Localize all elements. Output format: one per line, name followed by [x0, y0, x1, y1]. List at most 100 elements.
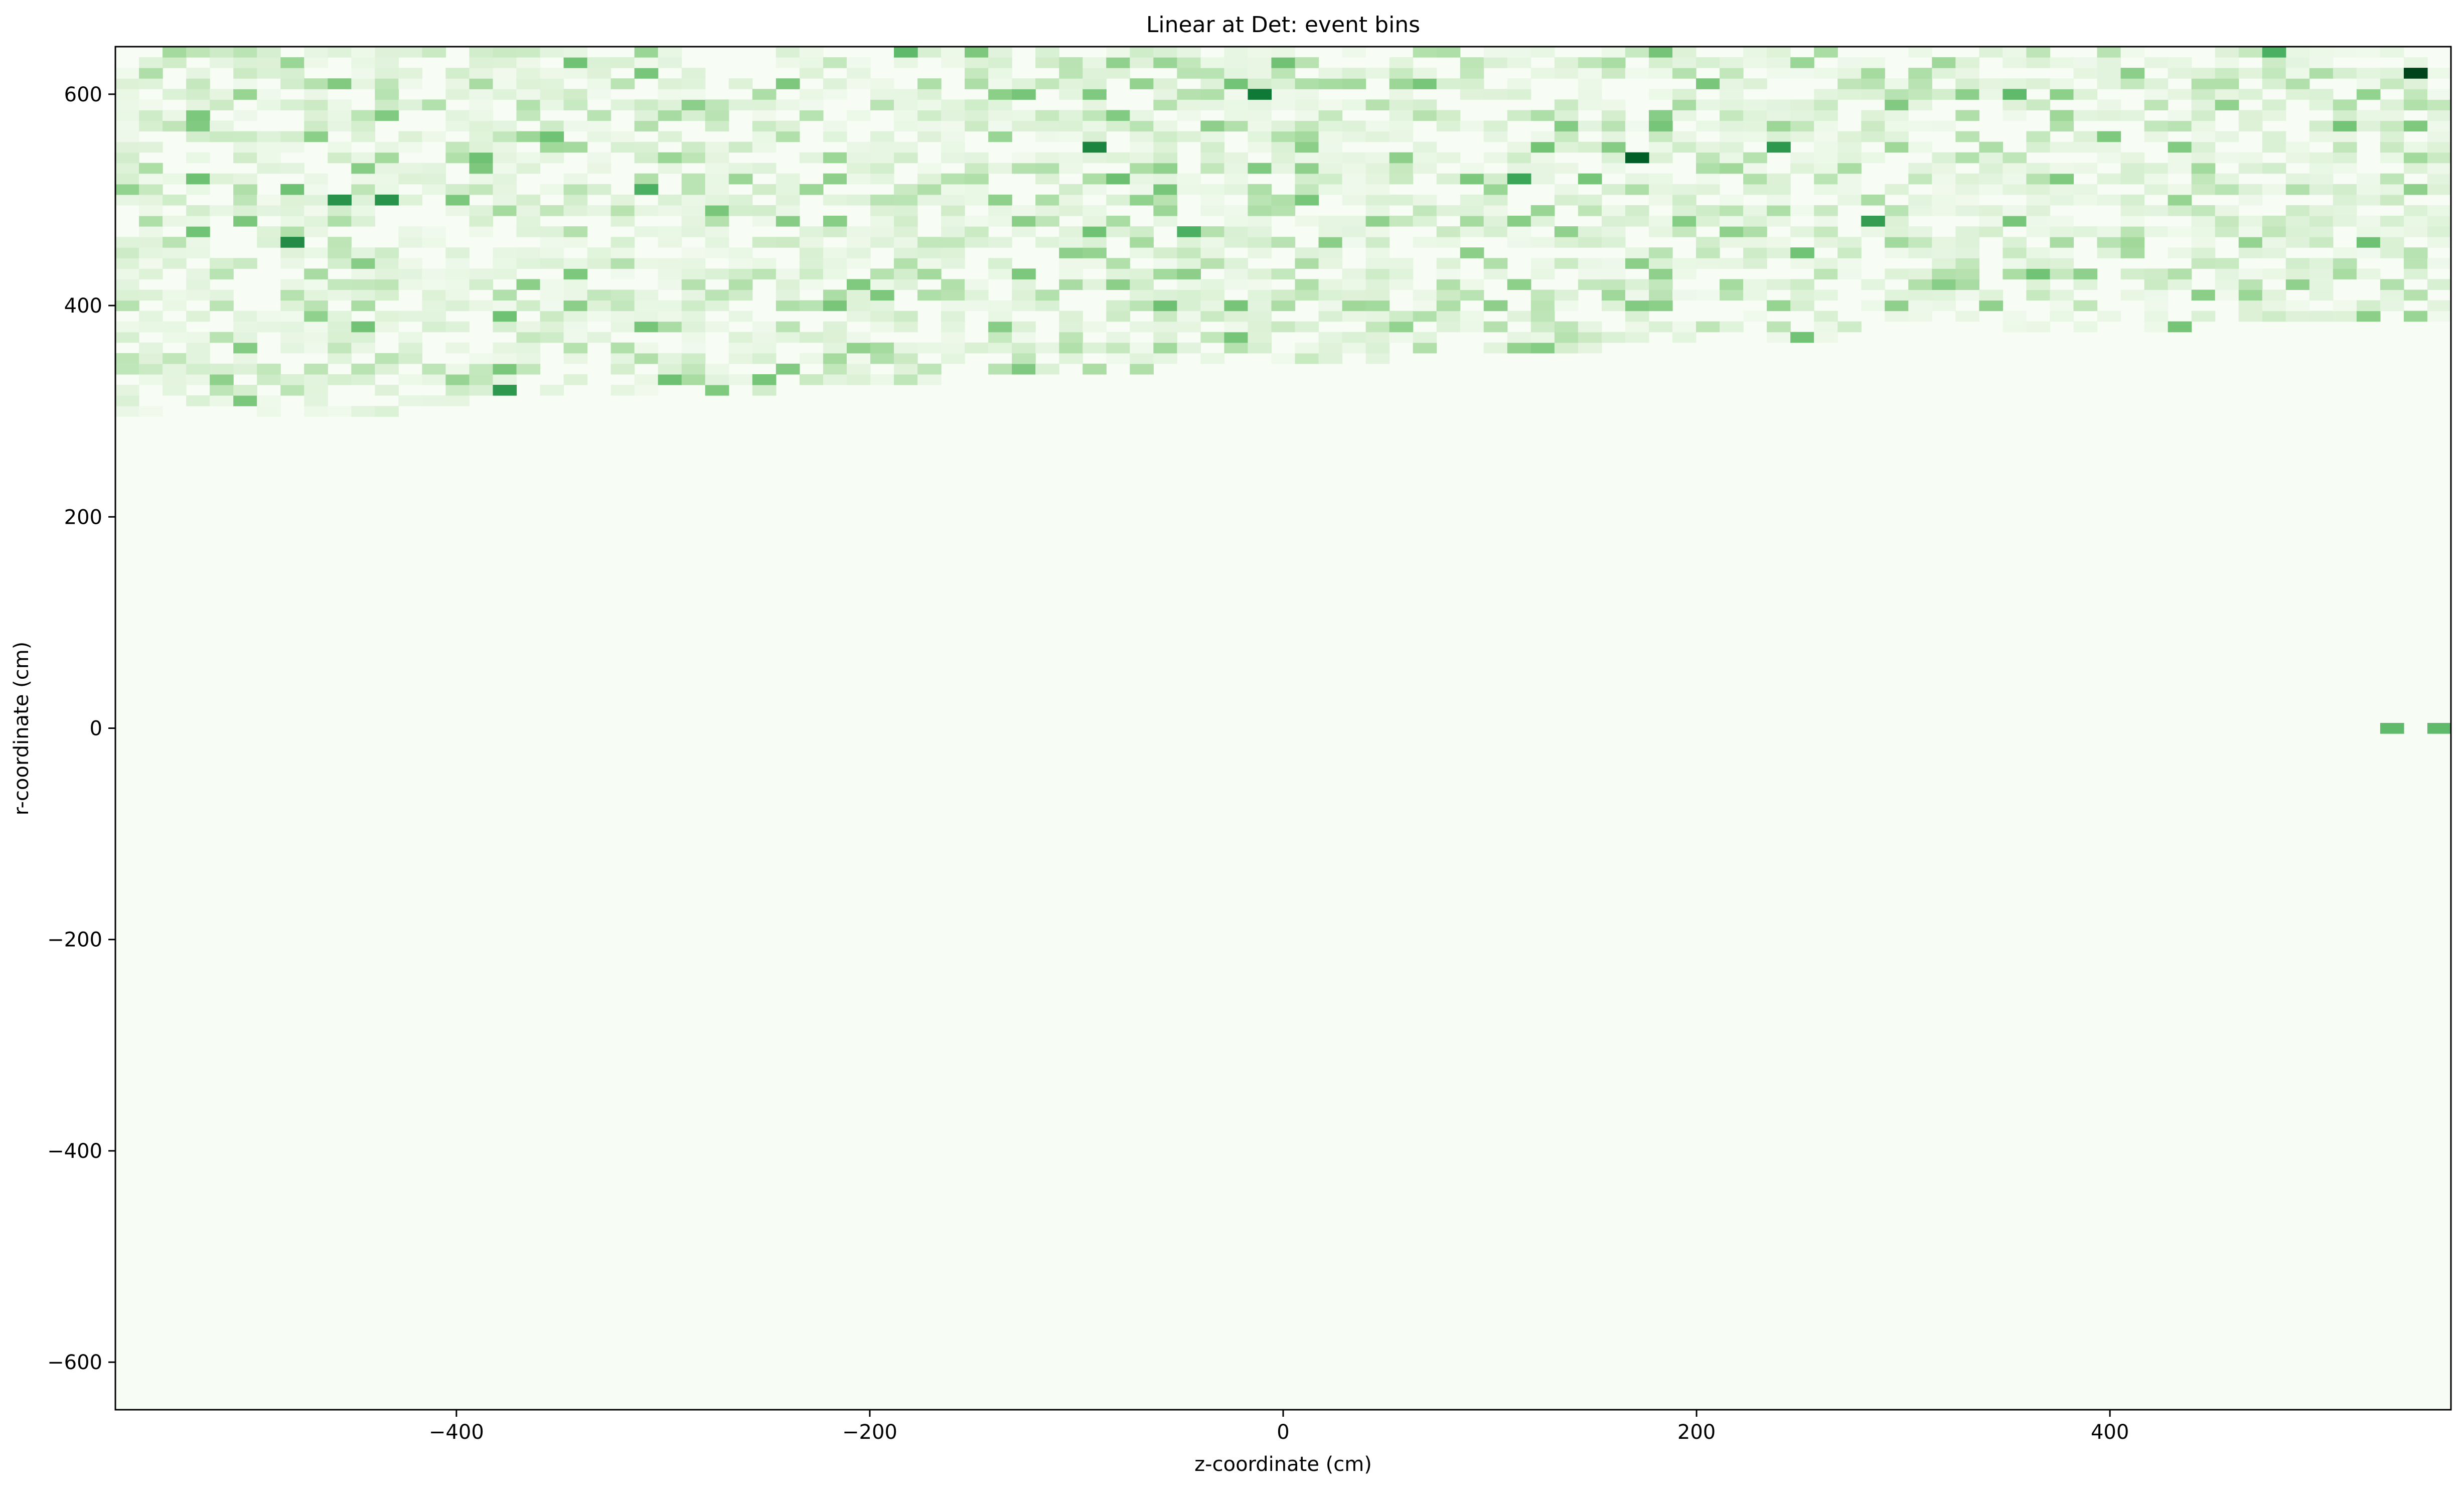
heatmap-bin: [634, 226, 659, 237]
heatmap-bin: [1295, 258, 1319, 269]
heatmap-bin: [304, 300, 328, 312]
heatmap-bin: [540, 47, 564, 58]
heatmap-bin: [1979, 89, 2004, 100]
heatmap-bin: [2191, 237, 2216, 248]
heatmap-bin: [870, 152, 894, 164]
heatmap-bin: [846, 194, 871, 206]
heatmap-bin: [422, 99, 446, 110]
heatmap-bin: [115, 68, 139, 79]
heatmap-bin: [1696, 215, 1720, 227]
heatmap-bin: [2380, 131, 2404, 142]
heatmap-bin: [540, 332, 564, 343]
heatmap-bin: [1413, 163, 1437, 174]
heatmap-bin: [1389, 332, 1414, 343]
heatmap-bin: [328, 374, 352, 385]
heatmap-bin: [1389, 57, 1414, 68]
heatmap-bin: [1059, 332, 1083, 343]
heatmap-bin: [2403, 152, 2428, 164]
heatmap-bin: [1790, 226, 1814, 237]
heatmap-bin: [1413, 78, 1437, 89]
heatmap-bin: [2285, 258, 2310, 269]
heatmap-bin: [115, 194, 139, 206]
heatmap-bin: [2309, 268, 2334, 279]
heatmap-bin: [658, 205, 682, 216]
heatmap-bin: [139, 406, 163, 417]
heatmap-bin: [2238, 184, 2263, 195]
heatmap-bin: [1885, 110, 1909, 121]
heatmap-bin: [2168, 89, 2192, 100]
heatmap-bin: [2026, 289, 2051, 301]
heatmap-bin: [398, 99, 422, 110]
heatmap-bin: [422, 363, 446, 375]
heatmap-bin: [351, 152, 375, 164]
heatmap-bin: [610, 363, 635, 375]
heatmap-bin: [610, 194, 635, 206]
heatmap-bin: [988, 363, 1012, 375]
heatmap-bin: [563, 353, 588, 364]
heatmap-bin: [1059, 353, 1083, 364]
heatmap-bin: [1861, 57, 1885, 68]
heatmap-bin: [1295, 342, 1319, 354]
heatmap-bin: [1083, 131, 1107, 142]
heatmap-bin: [1578, 321, 1602, 333]
heatmap-bin: [516, 247, 541, 258]
heatmap-bin: [493, 131, 517, 142]
heatmap-bin: [894, 237, 918, 248]
heatmap-bin: [1200, 120, 1225, 132]
heatmap-bin: [941, 215, 965, 227]
heatmap-bin: [2026, 226, 2051, 237]
heatmap-bin: [1814, 152, 1838, 164]
heatmap-bin: [115, 152, 139, 164]
heatmap-bin: [186, 279, 210, 290]
heatmap-bin: [2285, 184, 2310, 195]
heatmap-bin: [1648, 321, 1673, 333]
heatmap-bin: [2427, 279, 2451, 290]
heatmap-bin: [1342, 120, 1366, 132]
heatmap-bin: [1295, 247, 1319, 258]
heatmap-bin: [917, 342, 942, 354]
heatmap-bin: [2215, 279, 2239, 290]
heatmap-bin: [799, 184, 824, 195]
heatmap-bin: [658, 226, 682, 237]
heatmap-bin: [823, 247, 847, 258]
heatmap-bin: [1389, 268, 1414, 279]
heatmap-bin: [1885, 89, 1909, 100]
heatmap-bin: [870, 353, 894, 364]
heatmap-bin: [728, 311, 753, 322]
heatmap-bin: [2026, 279, 2051, 290]
heatmap-bin: [776, 215, 800, 227]
heatmap-bin: [2427, 205, 2451, 216]
heatmap-bin: [1083, 184, 1107, 195]
heatmap-bin: [1035, 78, 1059, 89]
heatmap-bin: [1578, 99, 1602, 110]
heatmap-bin: [493, 258, 517, 269]
heatmap-bin: [280, 163, 304, 174]
heatmap-bin: [1814, 205, 1838, 216]
heatmap-bin: [1601, 184, 1626, 195]
heatmap-bin: [422, 374, 446, 385]
heatmap-bin: [1295, 194, 1319, 206]
heatmap-bin: [1979, 173, 2004, 185]
heatmap-bin: [516, 205, 541, 216]
heatmap-bin: [1696, 289, 1720, 301]
heatmap-bin: [304, 89, 328, 100]
heatmap-bin: [1177, 173, 1201, 185]
heatmap-bin: [304, 226, 328, 237]
heatmap-bin: [2380, 152, 2404, 164]
heatmap-bin: [1271, 68, 1296, 79]
heatmap-bin: [2120, 226, 2145, 237]
heatmap-bin: [304, 268, 328, 279]
heatmap-bin: [2026, 78, 2051, 89]
heatmap-bin: [1271, 57, 1296, 68]
heatmap-bin: [1177, 289, 1201, 301]
heatmap-bin: [752, 374, 777, 385]
heatmap-bin: [1177, 184, 1201, 195]
heatmap-bin: [540, 311, 564, 322]
heatmap-bin: [375, 141, 399, 153]
heatmap-bin: [1885, 300, 1909, 312]
heatmap-bin: [1767, 57, 1791, 68]
heatmap-bin: [516, 47, 541, 58]
heatmap-bin: [2073, 57, 2098, 68]
heatmap-bin: [1059, 89, 1083, 100]
heatmap-bin: [1130, 342, 1154, 354]
